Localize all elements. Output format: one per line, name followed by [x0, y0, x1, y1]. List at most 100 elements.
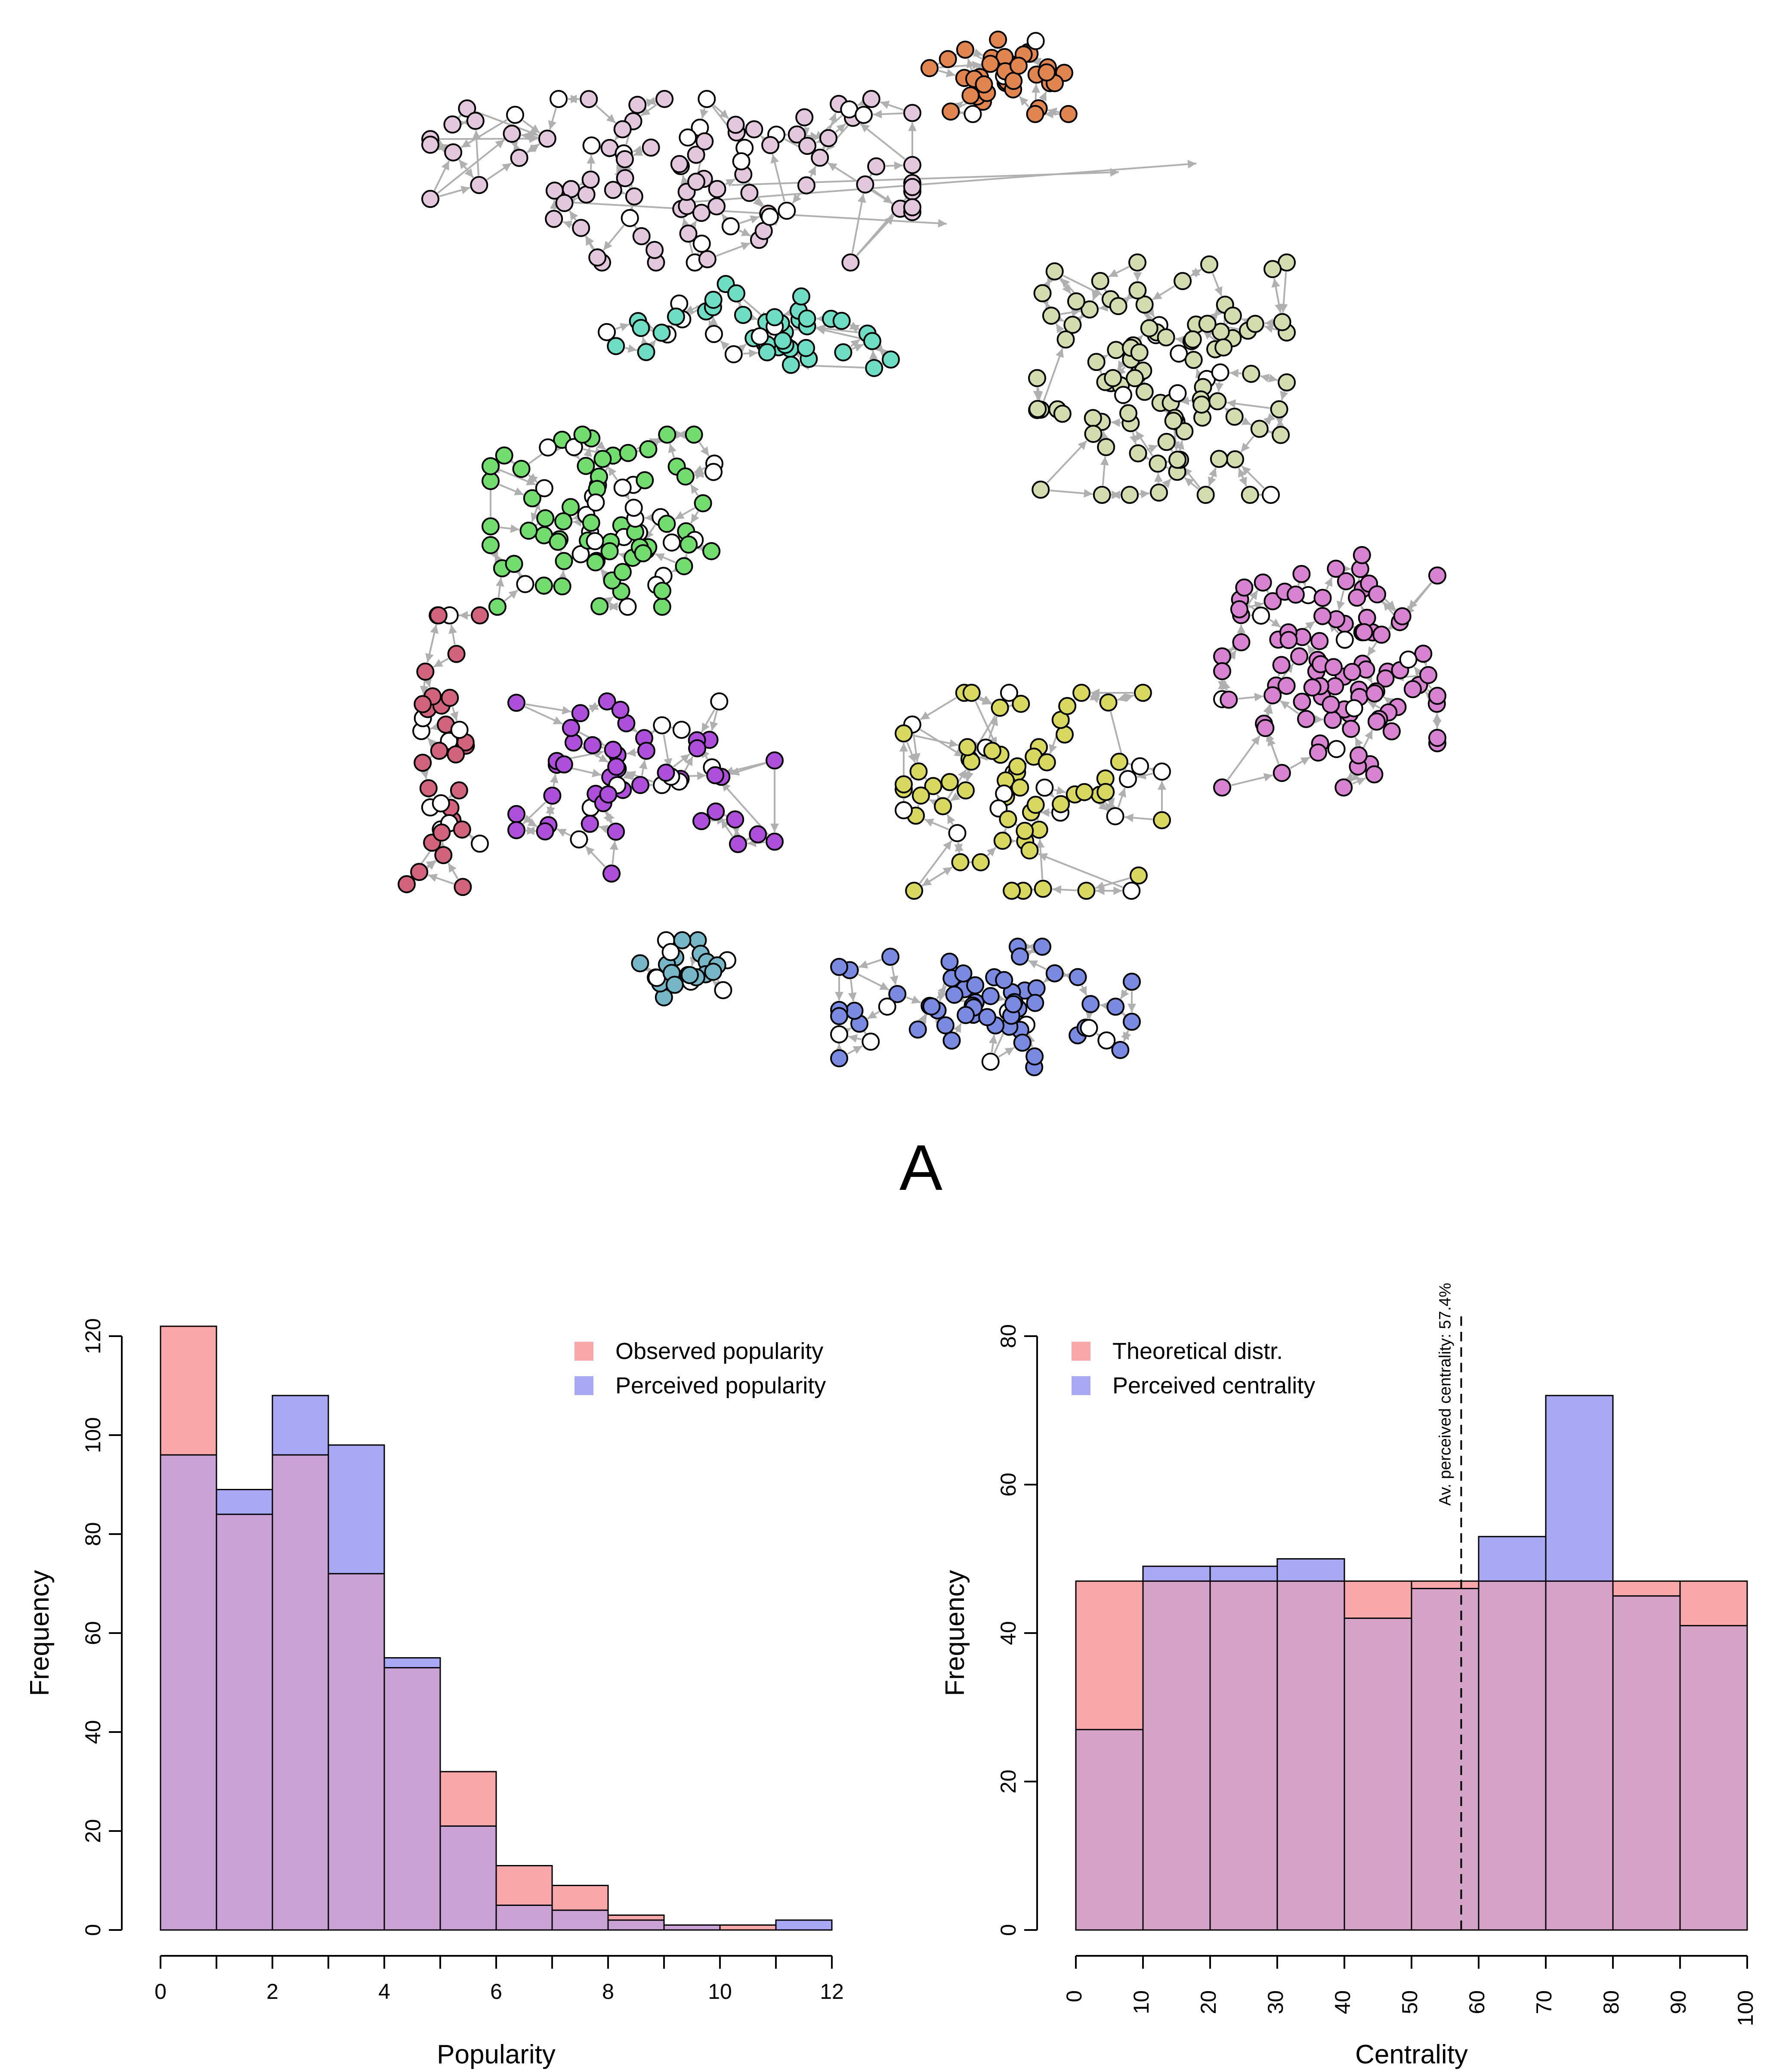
network-edge [794, 323, 803, 332]
network-edge [1108, 266, 1130, 278]
network-node-crimson [450, 781, 468, 800]
network-node-yellow [1000, 684, 1018, 702]
network-edge [1146, 445, 1158, 453]
network-node-light-pink [795, 108, 814, 127]
network-edge [673, 753, 690, 768]
network-edge [858, 973, 890, 991]
network-node-green [535, 479, 553, 497]
network-node-yellow [895, 801, 913, 819]
network-edge [731, 168, 1119, 186]
centrality-x-axis-label: Centrality [1355, 2040, 1468, 2069]
network-edge [953, 1023, 962, 1033]
network-node-light-pink [613, 120, 632, 139]
network-node-khaki [1042, 306, 1060, 325]
network-node-light-pink [444, 143, 463, 162]
network-node-light-pink [538, 130, 556, 148]
network-node-yellow [934, 797, 952, 815]
series-b-excess-bar [384, 1658, 440, 1668]
network-node-purple [726, 810, 744, 829]
network-node-khaki [1130, 343, 1149, 362]
network-edge [1098, 354, 1109, 363]
network-node-orchid [1326, 677, 1344, 695]
network-edge [1024, 949, 1034, 958]
network-node-orchid [1323, 710, 1342, 729]
network-node-light-pink [655, 90, 674, 108]
network-node-yellow [1020, 841, 1039, 860]
network-node-slate-blue [1111, 1041, 1130, 1059]
network-edge [596, 441, 606, 451]
network-node-teal [704, 290, 723, 309]
network-edge [1209, 311, 1220, 321]
network-edge [851, 193, 866, 253]
x-tick-label: 50 [1398, 1990, 1422, 2014]
network-edge [1231, 773, 1273, 786]
network-node-green [577, 457, 595, 475]
network-edge [510, 139, 518, 149]
network-node-orchid [1310, 632, 1329, 650]
network-node-slate-blue [830, 1049, 848, 1068]
network-node-khaki [1242, 364, 1260, 383]
network-node-khaki [1168, 384, 1187, 402]
network-edge [511, 460, 521, 470]
network-edge [950, 792, 961, 802]
network-edge [733, 828, 742, 838]
network-edge [873, 110, 903, 119]
network-node-teal [652, 324, 671, 342]
network-node-khaki [1278, 373, 1296, 392]
network-edge [1341, 723, 1351, 732]
network-node-purple [607, 757, 626, 776]
network-edge [614, 130, 624, 141]
network-edge [1405, 582, 1432, 615]
network-edge [1120, 989, 1129, 1000]
series-a-excess-bar [161, 1326, 216, 1455]
network-node-light-pink [692, 204, 710, 222]
network-node-orchid [1254, 573, 1272, 592]
network-edge [880, 101, 904, 111]
network-node-light-pink [580, 90, 598, 108]
network-node-green [482, 472, 500, 490]
network-node-green [512, 460, 531, 478]
network-node-khaki [1084, 409, 1102, 427]
network-edge [857, 98, 868, 106]
network-edge [690, 511, 699, 524]
network-node-khaki [1241, 486, 1259, 504]
network-edge [1238, 693, 1263, 701]
overlap-bar [552, 1910, 608, 1930]
network-node-green [582, 513, 600, 532]
legend-label: Perceived popularity [615, 1373, 826, 1399]
network-node-slate-blue [830, 958, 848, 976]
network-node-khaki [1053, 405, 1072, 423]
network-edge [627, 723, 638, 733]
overlap-bar [1546, 1581, 1613, 1930]
network-node-teal [832, 312, 851, 330]
network-node-light-pink [687, 173, 705, 191]
network-node-light-pink [745, 120, 763, 139]
network-edge [695, 470, 704, 479]
network-node-orchid [1393, 607, 1412, 626]
network-edge [1079, 985, 1087, 996]
network-edge [1420, 656, 1429, 666]
network-node-teal [734, 306, 752, 324]
network-node-teal [667, 307, 685, 326]
network-node-orchid [1273, 764, 1291, 782]
network-edge [1263, 415, 1273, 425]
network-edge [589, 704, 599, 713]
series-b-excess-bar [776, 1920, 832, 1930]
network-edge [760, 135, 770, 145]
network-edge [1007, 817, 1018, 826]
network-node-khaki [1157, 328, 1175, 346]
network-edge [634, 225, 643, 236]
network-node-crimson [471, 834, 489, 853]
network-node-light-pink [841, 253, 860, 272]
network-edge [770, 154, 785, 202]
network-node-purple [706, 766, 725, 784]
network-node-crimson [453, 820, 471, 839]
network-node-light-pink [582, 136, 601, 155]
network-node-khaki [1211, 363, 1229, 382]
network-node-purple [707, 802, 725, 821]
series-b-excess-bar [1143, 1566, 1210, 1581]
network-edge [1241, 417, 1251, 426]
network-node-orchid [1428, 729, 1446, 747]
network-node-slate-blue [830, 1025, 848, 1044]
